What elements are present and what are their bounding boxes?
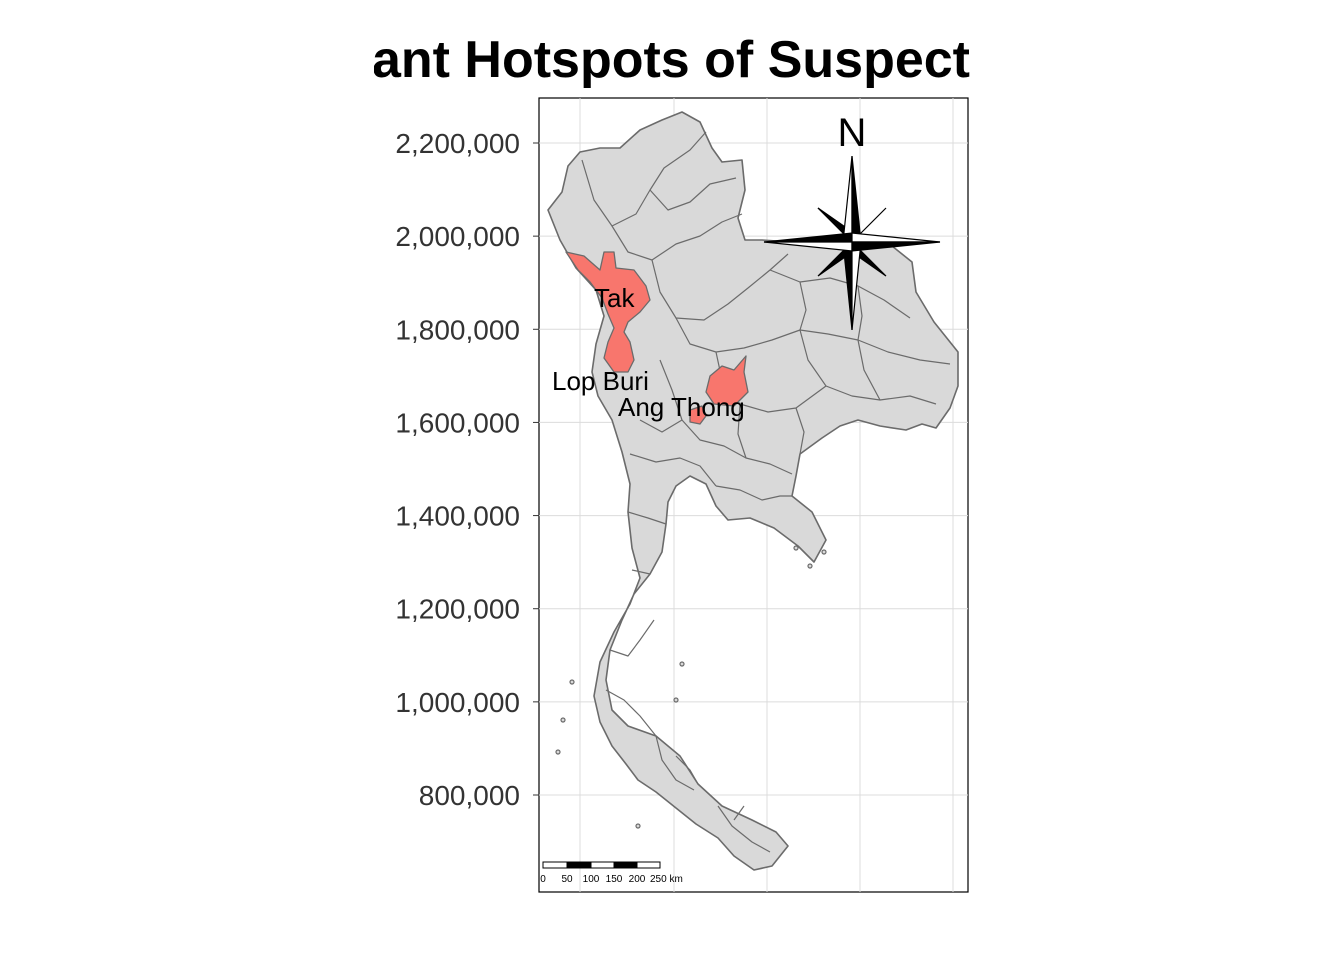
province-boundary bbox=[629, 453, 717, 487]
province-boundary bbox=[717, 805, 771, 853]
island-layer bbox=[555, 545, 827, 829]
label-lop-buri: Lop Buri bbox=[552, 366, 649, 396]
y-axis-tick-label: 1,200,000 bbox=[395, 594, 520, 625]
province-boundary bbox=[639, 419, 683, 433]
province-boundary bbox=[627, 511, 667, 525]
compass-east-bottom-icon bbox=[851, 241, 941, 252]
province-boundary bbox=[769, 269, 911, 319]
label-tak: Tak bbox=[594, 283, 635, 313]
hotspot-tak bbox=[565, 251, 651, 373]
province-boundary bbox=[605, 689, 657, 737]
scale-bar-segment bbox=[636, 861, 661, 869]
island bbox=[679, 661, 685, 667]
island bbox=[793, 545, 799, 551]
island bbox=[673, 697, 679, 703]
province-boundary bbox=[581, 131, 707, 227]
y-axis-tick-label: 1,400,000 bbox=[395, 501, 520, 532]
hotspot-layer bbox=[565, 251, 749, 425]
map-title: Significant Hotspots of Suspect bbox=[374, 31, 970, 89]
hotspot-lop-buri bbox=[705, 355, 749, 407]
north-arrow-label: N bbox=[838, 111, 867, 155]
y-axis-tick-label: 2,200,000 bbox=[395, 128, 520, 159]
island bbox=[555, 749, 561, 755]
y-axis-tick-label: 2,000,000 bbox=[395, 221, 520, 252]
island bbox=[560, 717, 566, 723]
island bbox=[569, 679, 575, 685]
province-boundary bbox=[651, 253, 789, 321]
scale-bar-segment bbox=[542, 861, 568, 869]
y-axis-tick-label: 800,000 bbox=[419, 780, 520, 811]
y-axis: 2,200,000 2,000,000 1,800,000 1,600,000 1,40… bbox=[395, 128, 539, 811]
scale-bar-label: 250 km bbox=[650, 874, 683, 885]
province-boundary bbox=[649, 177, 737, 211]
hotspot-labels: Tak Lop Buri Ang Thong bbox=[552, 283, 745, 422]
province-boundary bbox=[631, 569, 651, 575]
north-arrow: N bbox=[763, 111, 941, 331]
province-boundary bbox=[795, 407, 805, 455]
scale-bar-segment bbox=[590, 861, 615, 869]
scale-bar-label: 200 bbox=[629, 874, 646, 885]
scale-bar-label: 50 bbox=[561, 874, 573, 885]
hotspot-ang-thong bbox=[689, 405, 707, 425]
scale-bar-label: 100 bbox=[583, 874, 600, 885]
scale-bar-label: 0 bbox=[540, 874, 546, 885]
scale-bar-label: 150 bbox=[606, 874, 623, 885]
province-boundary bbox=[611, 213, 743, 261]
island bbox=[821, 549, 827, 555]
province-boundary bbox=[733, 805, 745, 821]
province-boundary bbox=[715, 485, 792, 501]
island bbox=[635, 823, 641, 829]
scale-bar-segment bbox=[566, 861, 592, 869]
province-boundary bbox=[659, 359, 747, 459]
province-boundary bbox=[675, 755, 699, 785]
province-boundary bbox=[609, 619, 655, 657]
y-axis-tick-label: 1,600,000 bbox=[395, 407, 520, 438]
island bbox=[807, 563, 813, 569]
label-ang-thong: Ang Thong bbox=[618, 392, 745, 422]
scale-bar-segment bbox=[613, 861, 638, 869]
scale-bar: 0 50 100 150 200 250 km bbox=[540, 861, 683, 885]
y-axis-tick-label: 1,000,000 bbox=[395, 687, 520, 718]
province-boundary bbox=[857, 285, 881, 401]
y-axis-tick-label: 1,800,000 bbox=[395, 314, 520, 345]
title-container: Significant Hotspots of Suspect bbox=[374, 30, 970, 90]
province-boundary bbox=[655, 735, 695, 791]
